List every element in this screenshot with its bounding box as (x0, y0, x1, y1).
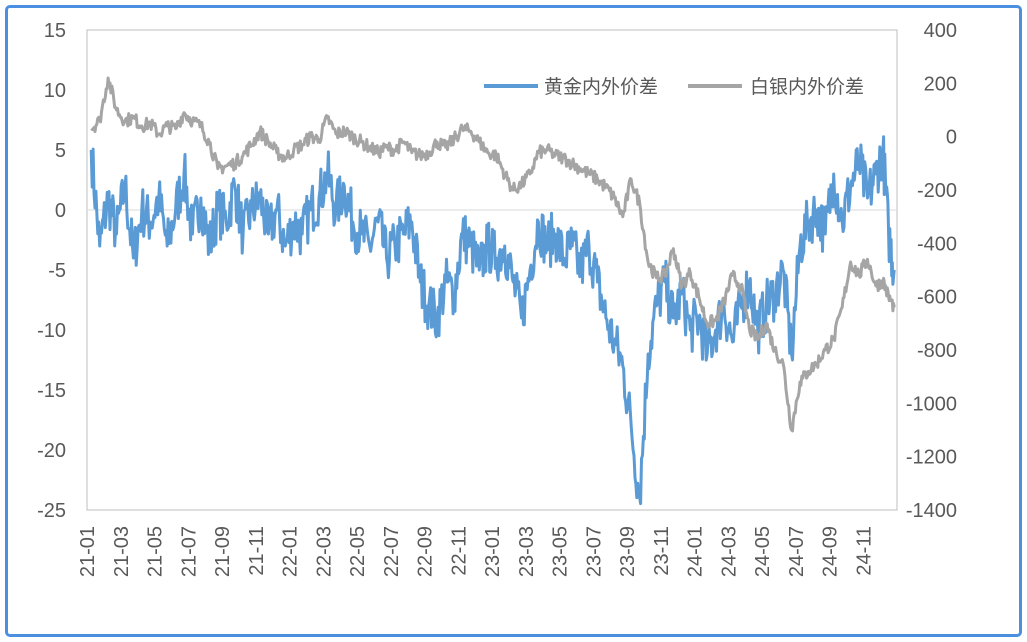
x-tick-label: 22-11 (448, 526, 470, 576)
x-tick-label: 24-05 (752, 526, 774, 577)
x-tick-label: 22-03 (313, 526, 335, 577)
left-y-axis-ticks: 15 10 5 0 -5 -10 -15 -20 -25 (37, 20, 66, 522)
legend-label: 白银内外价差 (750, 76, 864, 98)
x-tick-label: 23-01 (482, 526, 504, 577)
x-tick-label: 22-05 (347, 526, 369, 577)
series-lines (89, 76, 896, 506)
right-y-tick-label: 200 (924, 73, 957, 95)
x-tick-label: 23-11 (651, 526, 673, 576)
left-y-tick-label: -25 (37, 500, 66, 522)
x-tick-label: 24-03 (718, 526, 740, 577)
left-y-tick-label: 0 (55, 200, 66, 222)
x-tick-label: 24-11 (853, 526, 875, 576)
x-tick-label: 23-07 (583, 526, 605, 577)
right-y-tick-label: 400 (924, 20, 957, 42)
right-y-tick-label: 0 (946, 127, 957, 149)
x-tick-label: 24-09 (820, 526, 842, 577)
right-y-tick-label: -400 (917, 233, 957, 255)
right-y-tick-label: -800 (917, 340, 957, 362)
left-y-tick-label: 10 (44, 80, 66, 102)
left-y-tick-label: -5 (48, 260, 66, 282)
x-tick-label: 23-09 (617, 526, 639, 577)
x-tick-label: 21-05 (145, 526, 167, 577)
x-tick-label: 24-07 (786, 526, 808, 577)
legend-label: 黄金内外价差 (544, 76, 658, 98)
x-tick-label: 22-01 (280, 526, 302, 577)
right-y-tick-label: -1000 (906, 393, 957, 415)
x-tick-label: 21-03 (111, 526, 133, 577)
left-y-tick-label: -10 (37, 320, 66, 342)
left-y-tick-label: -15 (37, 380, 66, 402)
x-tick-label: 21-07 (178, 526, 200, 577)
x-tick-label: 23-05 (550, 526, 572, 577)
x-tick-label: 21-09 (212, 526, 234, 577)
x-tick-label: 21-01 (77, 526, 99, 577)
right-y-tick-label: -1400 (906, 500, 957, 522)
left-y-tick-label: 15 (44, 20, 66, 42)
x-tick-label: 22-09 (415, 526, 437, 577)
right-y-tick-label: -1200 (906, 447, 957, 469)
right-y-tick-label: -200 (917, 180, 957, 202)
x-axis-ticks: 21-01 21-03 21-05 21-07 21-09 21-11 22-01 22-03… (77, 526, 875, 577)
legend: 黄金内外价差 白银内外价差 (484, 76, 864, 98)
x-tick-label: 22-07 (381, 526, 403, 577)
x-tick-label: 23-03 (516, 526, 538, 577)
right-y-axis-ticks: 400 200 0 -200 -400 -600 -800 -1000 -1200 -1400 (906, 20, 957, 522)
x-tick-label: 21-11 (246, 526, 268, 576)
left-y-tick-label: 5 (55, 140, 66, 162)
x-tick-label: 24-01 (685, 526, 707, 577)
left-y-tick-label: -20 (37, 440, 66, 462)
right-y-tick-label: -600 (917, 287, 957, 309)
series-line-silver (90, 76, 896, 433)
series-line-gold (89, 135, 896, 506)
